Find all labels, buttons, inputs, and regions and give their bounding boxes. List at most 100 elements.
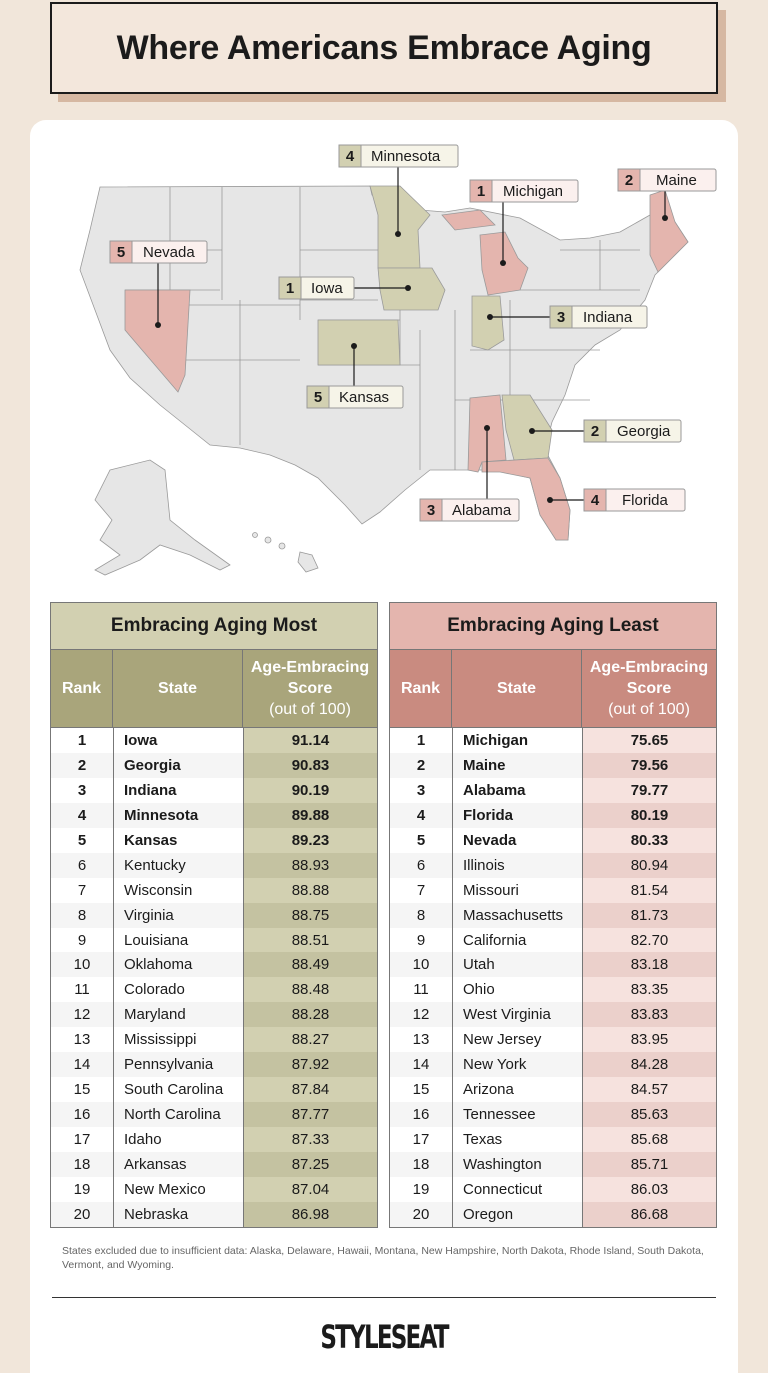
callout-maine: 2 Maine [617, 168, 717, 192]
svg-text:2: 2 [591, 423, 599, 440]
table-row: 14 New York 84.28 [390, 1052, 716, 1078]
rank-cell: 13 [73, 1031, 91, 1049]
table-row: 16 North Carolina 87.77 [51, 1102, 377, 1127]
state-cell: Minnesota [113, 802, 243, 828]
rank-cell: 10 [73, 956, 91, 974]
table-most-body: 1 Iowa 91.14 2 Georgia 90.83 3 Indiana 90.19 4 Min… [51, 728, 377, 1227]
table-row: 13 Mississippi 88.27 [51, 1027, 377, 1053]
score-cell: 91.14 [243, 728, 377, 753]
svg-text:Maine: Maine [656, 172, 697, 189]
callout-indiana: 3 Indiana [549, 305, 648, 329]
rank-cell: 7 [416, 881, 426, 899]
rank-cell: 13 [412, 1031, 430, 1049]
state-cell: Utah [452, 952, 582, 978]
rank-cell: 1 [77, 732, 87, 749]
table-row: 15 South Carolina 87.84 [51, 1077, 377, 1103]
table-row: 8 Massachusetts 81.73 [390, 902, 716, 928]
col-score: Age-Embracing Score (out of 100) [582, 650, 716, 727]
marker-dot [547, 497, 553, 503]
svg-text:Michigan: Michigan [503, 183, 563, 200]
table-row: 8 Virginia 88.75 [51, 902, 377, 928]
col-score-label: Age-Embracing Score [250, 659, 370, 697]
score-cell: 88.28 [243, 1002, 377, 1028]
state-iowa [377, 267, 446, 311]
col-score-label: Age-Embracing Score [589, 659, 709, 697]
us-map: 4 Minnesota 1 Michigan 2 Maine 5 Nevada … [79, 144, 717, 576]
state-cell: Alabama [452, 777, 582, 803]
state-cell: Colorado [113, 977, 243, 1003]
table-row: 1 Michigan 75.65 [390, 728, 716, 753]
col-score-sub: (out of 100) [269, 701, 351, 718]
table-row: 16 Tennessee 85.63 [390, 1102, 716, 1127]
table-most-title: Embracing Aging Most [51, 603, 377, 650]
rank-cell: 17 [412, 1131, 430, 1148]
state-florida [481, 457, 571, 541]
divider [52, 1297, 716, 1298]
callout-nevada: 5 Nevada [109, 240, 208, 264]
rank-cell: 11 [74, 981, 90, 999]
score-cell: 90.83 [243, 752, 377, 778]
marker-dot [484, 425, 490, 431]
table-row: 4 Florida 80.19 [390, 802, 716, 828]
page-title: Where Americans Embrace Aging [50, 2, 718, 94]
svg-text:1: 1 [286, 280, 294, 297]
table-row: 12 Maryland 88.28 [51, 1002, 377, 1028]
svg-text:Nevada: Nevada [143, 244, 195, 261]
table-row: 4 Minnesota 89.88 [51, 802, 377, 828]
rank-cell: 19 [73, 1180, 91, 1198]
score-cell: 87.77 [243, 1102, 377, 1127]
table-row: 12 West Virginia 83.83 [390, 1002, 716, 1028]
marker-dot [405, 285, 411, 291]
rank-cell: 5 [77, 831, 87, 849]
state-cell: Kentucky [113, 852, 243, 878]
state-cell: Louisiana [113, 927, 243, 953]
state-cell: Kansas [113, 827, 243, 853]
state-cell: Maine [452, 752, 582, 778]
state-cell: California [452, 927, 582, 953]
rank-cell: 11 [413, 981, 429, 999]
marker-dot [487, 314, 493, 320]
score-cell: 88.75 [243, 902, 377, 928]
svg-text:3: 3 [557, 309, 565, 326]
table-row: 18 Washington 85.71 [390, 1151, 716, 1177]
rank-cell: 4 [416, 806, 426, 824]
svg-text:4: 4 [346, 148, 355, 165]
state-cell: Washington [452, 1151, 582, 1177]
table-row: 5 Kansas 89.23 [51, 827, 377, 853]
table-row: 6 Kentucky 88.93 [51, 852, 377, 878]
rank-cell: 14 [73, 1056, 91, 1074]
score-cell: 86.68 [582, 1201, 716, 1227]
rank-cell: 17 [73, 1131, 91, 1148]
table-row: 20 Oregon 86.68 [390, 1201, 716, 1227]
svg-text:Iowa: Iowa [311, 280, 343, 297]
rank-cell: 3 [77, 781, 87, 799]
table-row: 10 Utah 83.18 [390, 952, 716, 978]
state-cell: Texas [452, 1127, 582, 1152]
score-cell: 87.84 [243, 1077, 377, 1103]
state-cell: Maryland [113, 1002, 243, 1028]
score-cell: 79.56 [582, 752, 716, 778]
score-cell: 88.27 [243, 1027, 377, 1053]
marker-dot [395, 231, 401, 237]
table-row: 17 Idaho 87.33 [51, 1127, 377, 1152]
state-minnesota [369, 185, 431, 269]
score-cell: 80.33 [582, 827, 716, 853]
score-cell: 87.04 [243, 1176, 377, 1202]
rank-cell: 6 [416, 856, 426, 874]
rank-cell: 6 [77, 856, 87, 874]
rank-cell: 2 [77, 756, 87, 774]
svg-text:4: 4 [591, 492, 600, 509]
table-most: Embracing Aging Most Rank State Age-Embr… [50, 602, 378, 1228]
svg-text:2: 2 [625, 172, 633, 189]
score-cell: 85.63 [582, 1102, 716, 1127]
callout-michigan: 1 Michigan [469, 179, 579, 203]
table-least-header: Rank State Age-Embracing Score (out of 1… [390, 650, 716, 728]
state-cell: New Jersey [452, 1027, 582, 1053]
marker-dot [529, 428, 535, 434]
svg-text:3: 3 [427, 502, 435, 519]
state-cell: Wisconsin [113, 877, 243, 903]
state-cell: Iowa [113, 728, 243, 753]
svg-text:5: 5 [314, 389, 322, 406]
score-cell: 79.77 [582, 777, 716, 803]
table-row: 3 Indiana 90.19 [51, 777, 377, 803]
